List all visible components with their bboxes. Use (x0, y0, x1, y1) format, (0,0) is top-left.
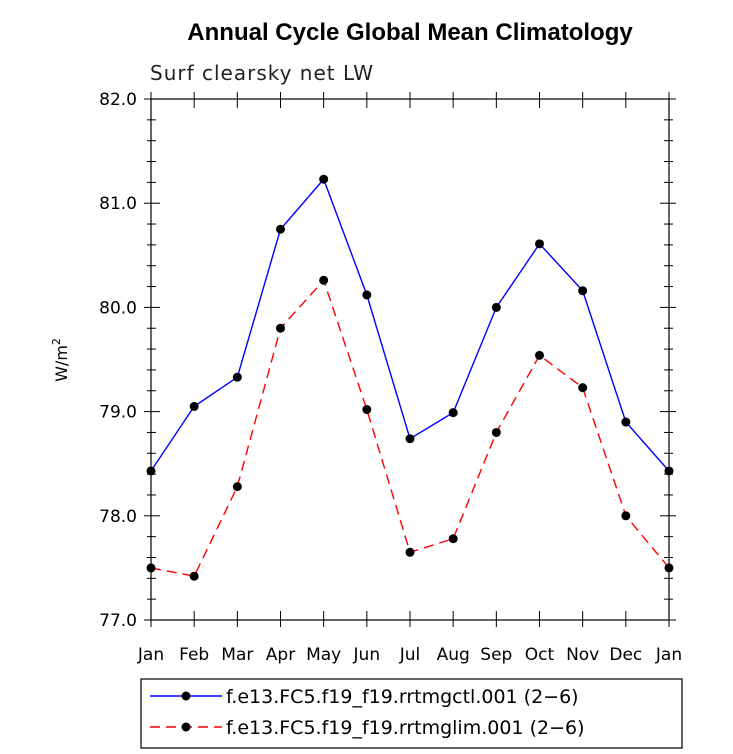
series-1-point (448, 408, 458, 418)
series-1-point (362, 290, 372, 300)
y-tick-label: 82.0 (99, 90, 137, 110)
series-1-point (276, 224, 285, 234)
y-tick-label: 77.0 (99, 611, 137, 631)
series-2-point (621, 511, 631, 521)
series-line-1 (150, 177, 670, 472)
x-tick-label: Mar (221, 645, 253, 665)
x-tick-label: Jan (655, 645, 682, 665)
series-1-point (664, 466, 674, 476)
y-tick-label: 78.0 (99, 507, 137, 527)
legend-marker-1 (181, 691, 191, 701)
x-tick-label: Jan (137, 645, 164, 665)
legend-box (140, 678, 683, 749)
series-1-point (405, 434, 415, 444)
legend-label-1: f.e13.FC5.f19_f19.rrtmgctl.001 (2−6) (226, 686, 579, 708)
y-axis-label-text: W/m (52, 345, 71, 382)
series-1-point (491, 302, 501, 312)
series-1-point (232, 372, 242, 382)
x-tick-label: Nov (566, 645, 599, 665)
series-2-point (448, 534, 458, 544)
plot-axes: 77.0 78.0 79.0 80.0 81.0 82.0 Jan Feb Mar Apr May J… (99, 90, 682, 665)
x-tick-label: Sep (480, 645, 512, 665)
y-tick-label: 81.0 (99, 194, 137, 214)
series-2-point (664, 563, 674, 573)
series-2-point (319, 275, 329, 285)
series-2-point (405, 547, 415, 557)
legend-marker-2 (181, 722, 191, 732)
series-1-point (146, 466, 156, 476)
series-1-point (189, 401, 199, 411)
x-tick-label: Apr (266, 645, 295, 665)
series-2-point (189, 571, 199, 581)
y-axis-label: W/m2 (50, 338, 71, 382)
x-tick-label: Feb (179, 645, 209, 665)
plot-frame (150, 98, 670, 621)
series-2-point (362, 405, 372, 415)
series-2-point (146, 563, 156, 573)
series-line-2 (150, 278, 670, 578)
x-tick-label: Oct (525, 645, 555, 665)
x-tick-label: May (306, 645, 341, 665)
series-1-point (319, 174, 329, 184)
x-tick-label: Jul (399, 645, 421, 665)
chart-subtitle: Surf clearsky net LW (150, 61, 374, 85)
series-2-point (535, 350, 544, 360)
x-tick-label: Jun (353, 645, 381, 665)
x-tick-label: Aug (437, 645, 470, 665)
series-1-point (621, 417, 631, 427)
legend: f.e13.FC5.f19_f19.rrtmgctl.001 (2−6) f.e1… (140, 678, 683, 749)
series-1-point (535, 239, 544, 249)
x-tick-label: Dec (609, 645, 642, 665)
y-tick-label: 79.0 (99, 403, 137, 423)
chart-title: Annual Cycle Global Mean Climatology (187, 19, 633, 46)
y-axis-label-superscript: 2 (50, 338, 63, 345)
series-layer (146, 174, 674, 581)
series-2-point (232, 482, 242, 492)
series-2-point (491, 427, 501, 437)
legend-label-2: f.e13.FC5.f19_f19.rrtmglim.001 (2−6) (226, 717, 585, 739)
series-2-point (578, 383, 588, 393)
y-tick-label: 80.0 (99, 298, 137, 318)
series-1-point (578, 286, 588, 296)
series-2-point (276, 323, 285, 333)
